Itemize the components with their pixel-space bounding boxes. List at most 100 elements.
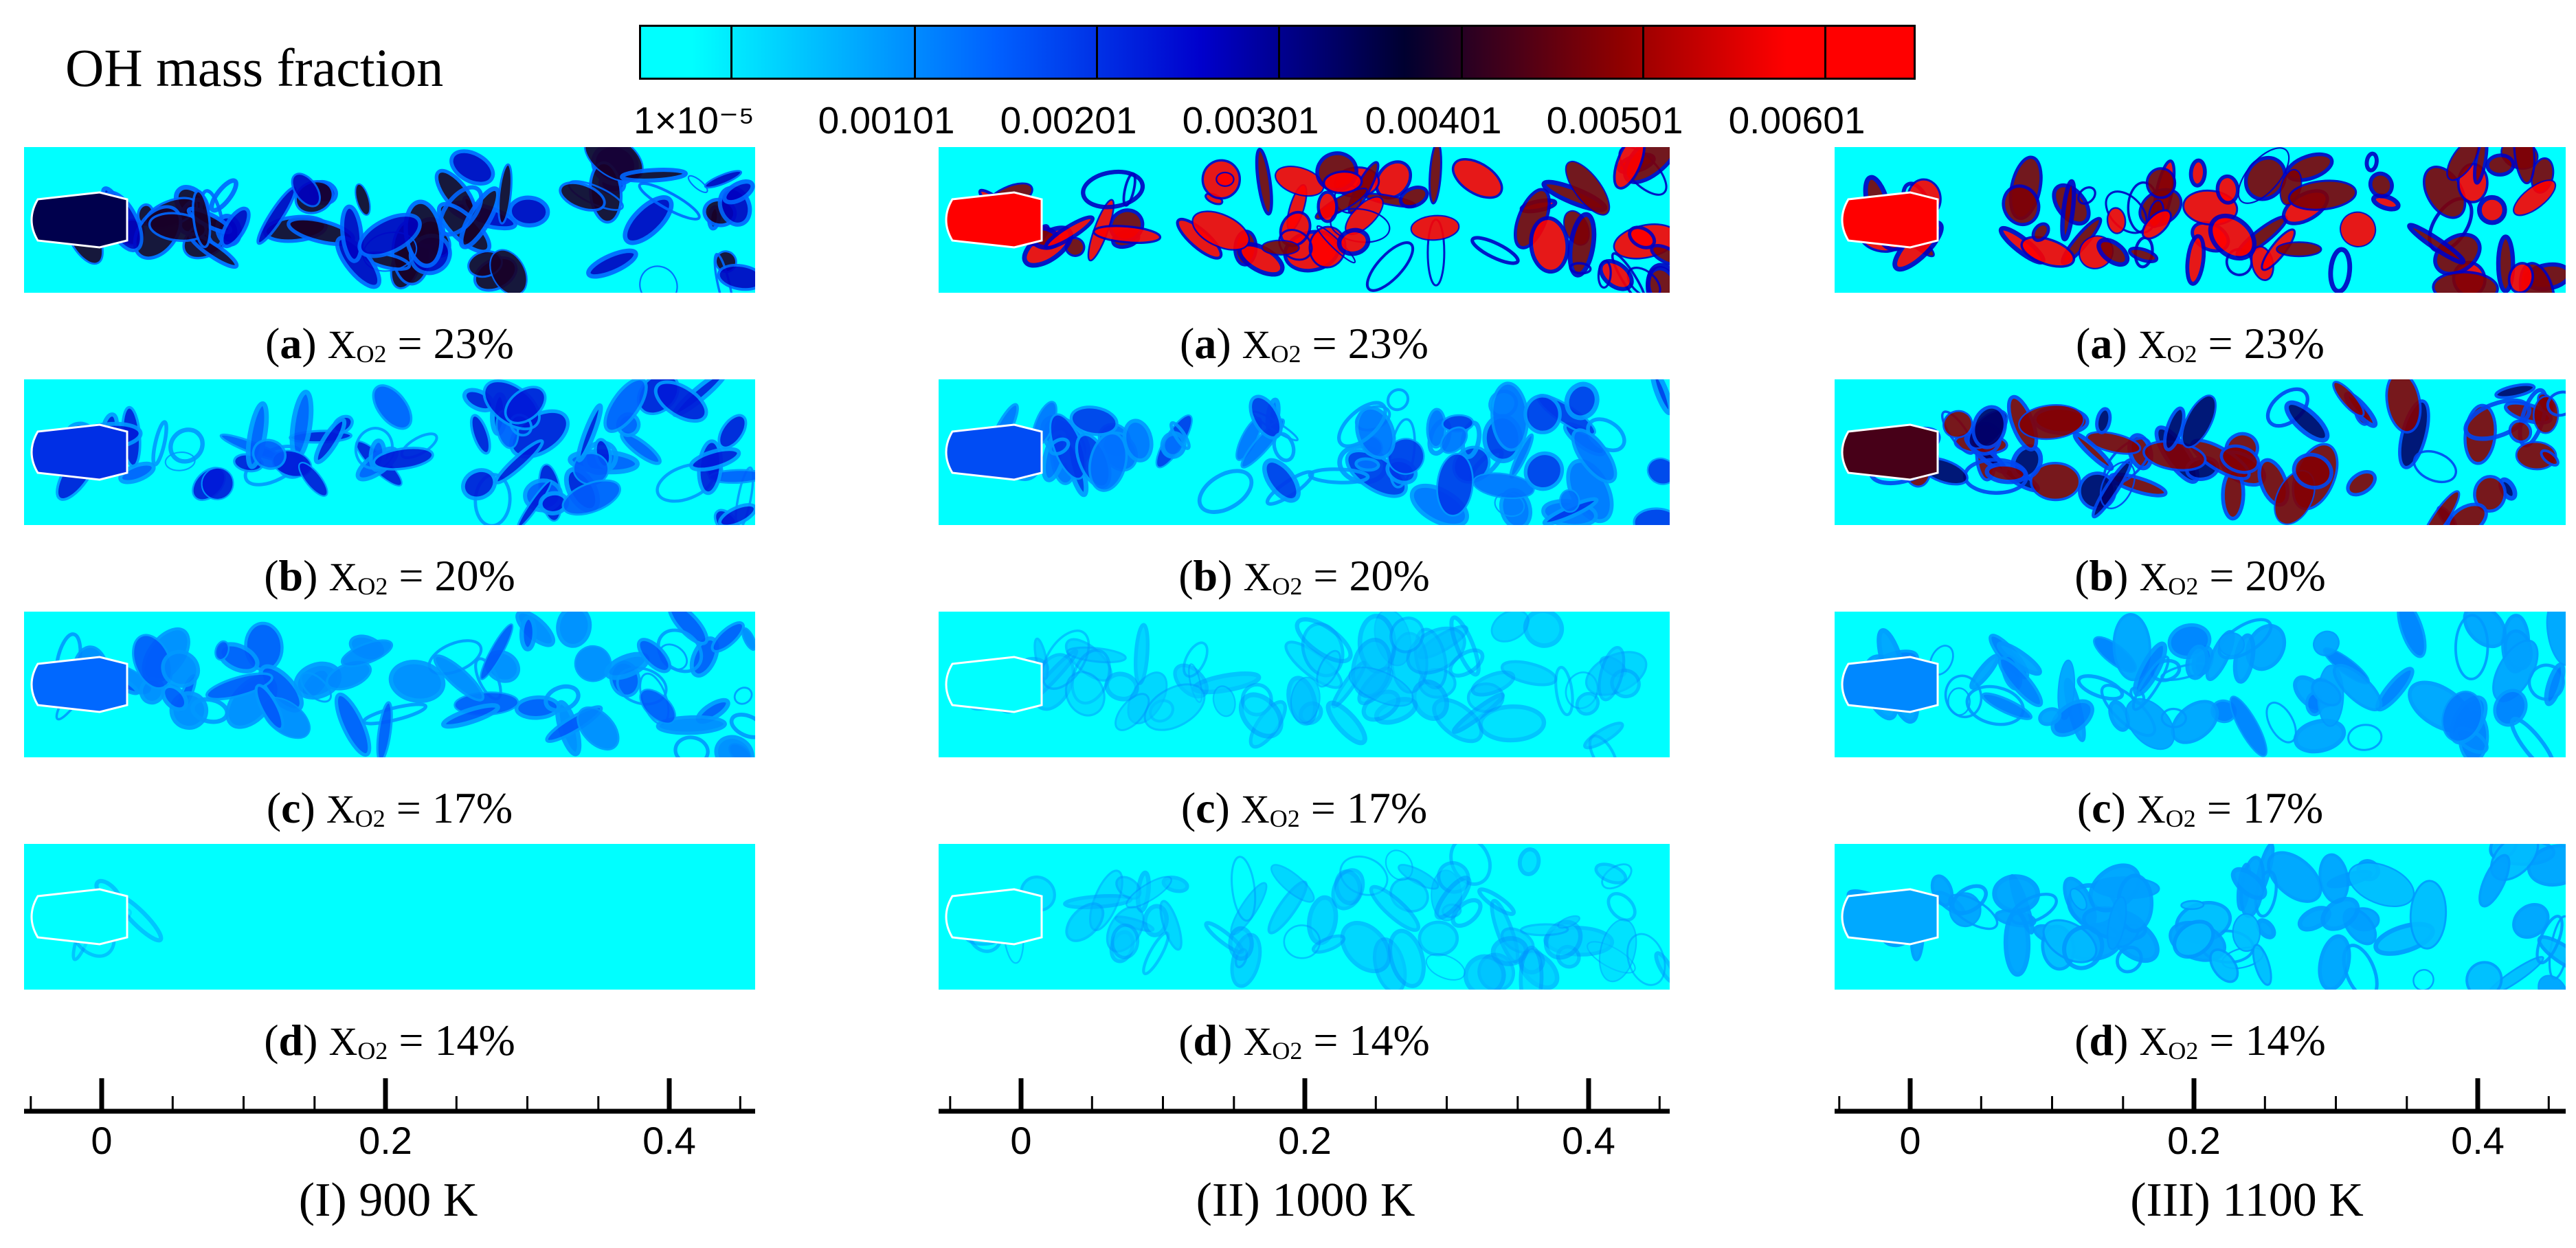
caption-species: XO2 [328, 1019, 388, 1065]
colorbar-tick [1096, 25, 1098, 80]
caption-letter: c [2092, 783, 2112, 832]
caption-value: 14% [434, 1016, 515, 1065]
caption-species: XO2 [2138, 322, 2197, 368]
caption-2-b: (b) XO2 = 20% [1178, 551, 1430, 600]
caption-letter: c [1196, 783, 1216, 832]
caption-subscript: O2 [357, 572, 388, 600]
caption-subscript: O2 [356, 340, 387, 368]
caption-species: XO2 [1240, 787, 1300, 832]
colorbar-label: 0.00301 [1182, 99, 1319, 142]
axis-tick-label: 0.4 [2451, 1119, 2505, 1162]
caption-species: XO2 [1243, 1019, 1303, 1065]
caption-subscript: O2 [2168, 572, 2199, 600]
caption-3-a: (a) XO2 = 23% [2076, 319, 2325, 368]
caption-2-c: (c) XO2 = 17% [1180, 783, 1428, 832]
spray-core [945, 888, 1043, 946]
caption-equals: = [1313, 1016, 1339, 1065]
caption-value: 17% [2242, 783, 2324, 832]
spray-core [30, 656, 128, 713]
caption-letter: d [2089, 1016, 2114, 1065]
spray-core [1841, 656, 1939, 713]
caption-1-a: (a) XO2 = 23% [265, 319, 514, 368]
caption-subscript: O2 [357, 1037, 388, 1065]
caption-1-b: (b) XO2 = 20% [264, 551, 515, 600]
contour-panel-3-d [1835, 844, 2566, 990]
colorbar-label: 0.00101 [818, 99, 955, 142]
caption-equals: = [1310, 783, 1336, 832]
caption-equals: = [2208, 319, 2233, 368]
contour-panel-2-d [939, 844, 1670, 990]
colorbar-label: 1×10⁻⁵ [634, 99, 754, 142]
colorbar-label: 0.00201 [1000, 99, 1137, 142]
contour-panel-3-b [1835, 379, 2566, 525]
colorbar [639, 25, 1916, 80]
caption-species: XO2 [326, 787, 385, 832]
caption-value: 14% [2245, 1016, 2326, 1065]
caption-3-c: (c) XO2 = 17% [2076, 783, 2324, 832]
caption-letter: c [281, 783, 301, 832]
caption-subscript: O2 [1270, 340, 1301, 368]
caption-species: XO2 [2139, 1019, 2199, 1065]
caption-value: 23% [1347, 319, 1429, 368]
caption-letter: b [2089, 551, 2114, 600]
caption-equals: = [399, 551, 424, 600]
colorbar-tick [914, 25, 916, 80]
spray-core [30, 423, 128, 481]
contour-panel-3-c [1835, 612, 2566, 757]
caption-subscript: O2 [355, 805, 385, 832]
caption-value: 20% [2245, 551, 2326, 600]
caption-2-d: (d) XO2 = 14% [1178, 1016, 1430, 1065]
axis-tick-label: 0.2 [1278, 1119, 1332, 1162]
caption-species: XO2 [2139, 555, 2199, 600]
caption-value: 23% [2243, 319, 2325, 368]
caption-species: XO2 [2136, 787, 2196, 832]
caption-1-c: (c) XO2 = 17% [266, 783, 513, 832]
contour-panel-2-a [939, 147, 1670, 293]
caption-letter: b [278, 551, 304, 600]
caption-species: XO2 [1242, 322, 1301, 368]
caption-letter: a [1194, 319, 1217, 368]
caption-species: XO2 [1243, 555, 1303, 600]
caption-letter: a [2090, 319, 2113, 368]
caption-value: 20% [434, 551, 515, 600]
caption-species: XO2 [328, 555, 388, 600]
caption-letter: d [278, 1016, 304, 1065]
caption-equals: = [2209, 551, 2235, 600]
column-label-1: (I) 900 K [298, 1174, 478, 1227]
axis-tick-label: 0 [1010, 1119, 1032, 1162]
contour-panel-2-b [939, 379, 1670, 525]
contour-panel-1-a [24, 147, 755, 293]
caption-species: XO2 [327, 322, 387, 368]
caption-letter: b [1193, 551, 1218, 600]
colorbar-label: 0.00401 [1365, 99, 1502, 142]
colorbar-tick [1642, 25, 1644, 80]
spray-core [945, 191, 1043, 249]
column-label-2: (II) 1000 K [1196, 1174, 1415, 1227]
spray-core [30, 888, 128, 946]
colorbar-tick [730, 25, 732, 80]
caption-subscript: O2 [1269, 805, 1300, 832]
caption-1-d: (d) XO2 = 14% [264, 1016, 515, 1065]
axis-tick-label: 0.4 [1562, 1119, 1615, 1162]
caption-equals: = [2209, 1016, 2235, 1065]
caption-equals: = [397, 319, 423, 368]
colorbar-tick [1278, 25, 1280, 80]
caption-equals: = [1313, 551, 1339, 600]
contour-panel-2-c [939, 612, 1670, 757]
caption-3-d: (d) XO2 = 14% [2074, 1016, 2326, 1065]
contour-panel-1-c [24, 612, 755, 757]
colorbar-tick [1461, 25, 1463, 80]
colorbar-label: 0.00601 [1728, 99, 1866, 142]
legend-title: OH mass fraction [65, 38, 444, 98]
axis-tick-label: 0 [1899, 1119, 1921, 1162]
caption-subscript: O2 [2166, 340, 2197, 368]
axis-tick-label: 0 [91, 1119, 113, 1162]
caption-2-a: (a) XO2 = 23% [1180, 319, 1429, 368]
contour-panel-3-a [1835, 147, 2566, 293]
caption-subscript: O2 [2165, 805, 2196, 832]
caption-equals: = [1312, 319, 1337, 368]
caption-subscript: O2 [2168, 1037, 2199, 1065]
spray-core [945, 656, 1043, 713]
axis-tick-label: 0.4 [642, 1119, 696, 1162]
